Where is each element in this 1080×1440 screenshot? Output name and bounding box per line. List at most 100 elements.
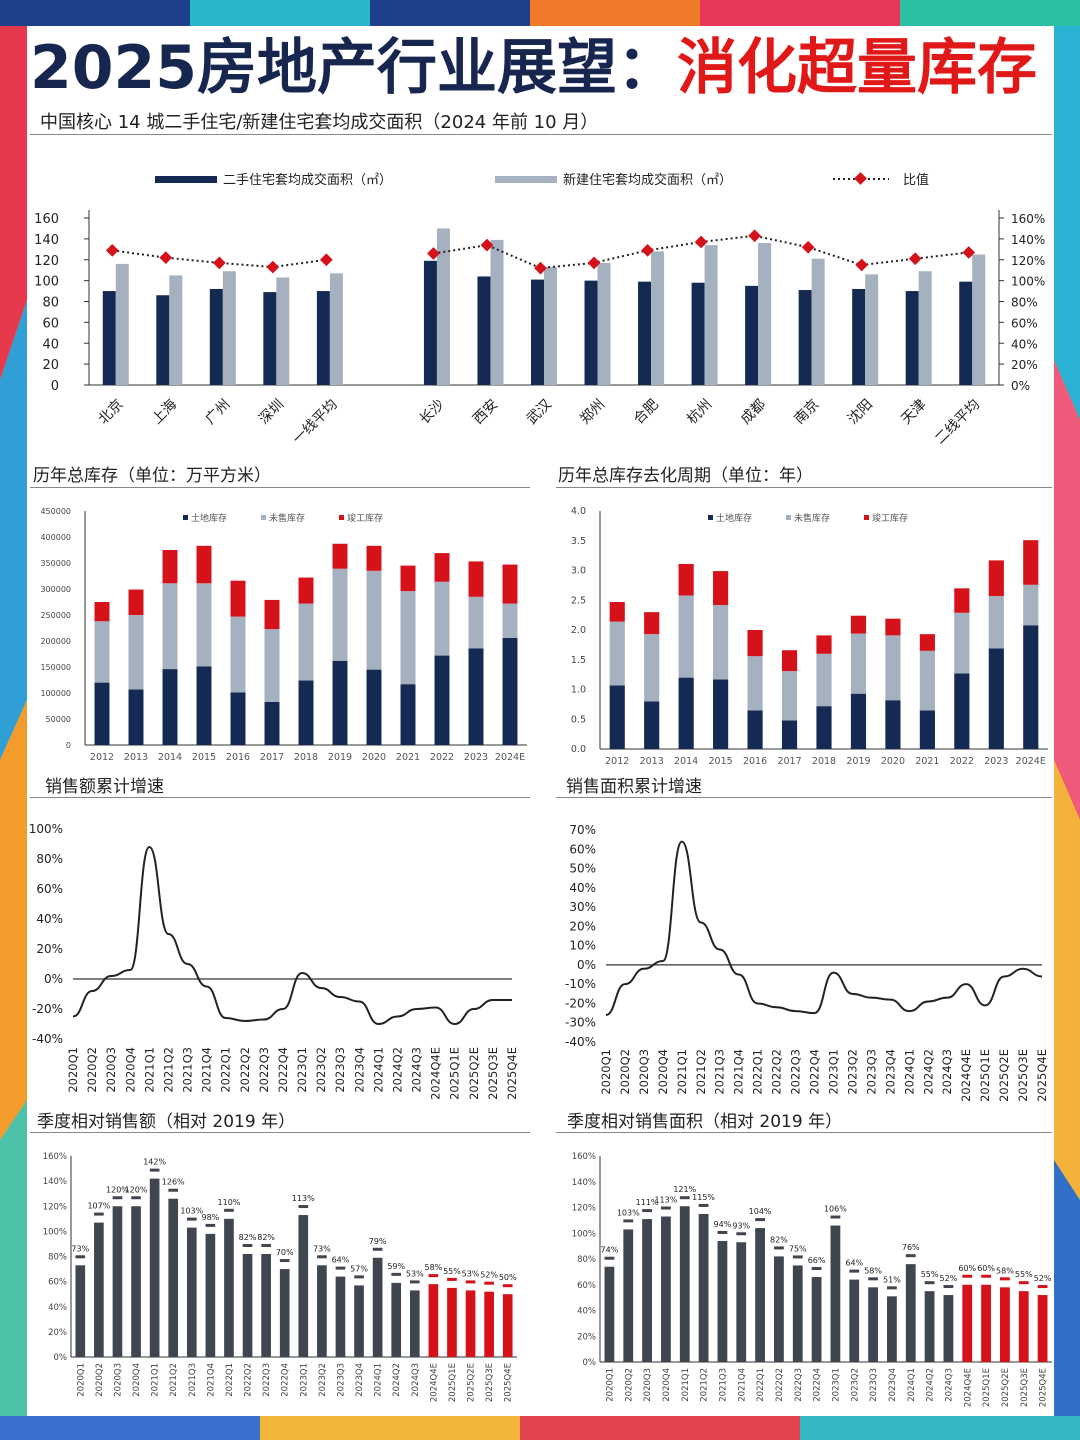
x-tick-label: 2025Q2E <box>467 1363 477 1402</box>
bar-segment <box>885 618 901 636</box>
bar <box>112 1206 123 1357</box>
x-tick-label: 2013 <box>640 756 664 767</box>
x-tick-label: 2025Q3E <box>1016 1049 1030 1102</box>
y-tick-label: 0% <box>577 958 596 972</box>
bar-segment <box>468 561 484 597</box>
x-tick-label: 2022Q3 <box>257 1047 271 1093</box>
bar-cap <box>887 1286 897 1290</box>
legend-label: 未售库存 <box>794 512 830 524</box>
x-tick-label: 2024Q1 <box>902 1049 916 1095</box>
bar-cap <box>830 1215 841 1219</box>
x-tick-label: 2021Q3 <box>713 1049 727 1095</box>
bar <box>1000 1287 1010 1362</box>
sales-amount-growth-title: 销售额累计增速 <box>45 777 164 797</box>
data-label: 82% <box>257 1233 275 1242</box>
area-chart-title: 中国核心 14 城二手住宅/新建住宅套均成交面积（2024 年前 10 月） <box>40 112 599 133</box>
x-tick-label: 2022Q2 <box>775 1368 785 1402</box>
bar-new <box>865 274 879 385</box>
legend-swatch <box>708 515 713 520</box>
bar-segment <box>1023 540 1039 585</box>
data-label: 52% <box>1034 1274 1052 1283</box>
bar-segment <box>400 684 416 745</box>
bar-cap <box>409 1280 420 1284</box>
page-title: 2025房地产行业展望：消化超量库存 <box>30 32 1037 104</box>
inventory-stacked-chart: 0 50000 100000 150000 200000 250000 300000 3500… <box>40 507 527 763</box>
bar-resale <box>905 291 919 385</box>
x-tick-label: 2020 <box>362 752 386 763</box>
x-tick-label: 合肥 <box>631 397 662 428</box>
y-tick-label: 100000 <box>40 689 71 698</box>
bar-segment <box>678 563 694 596</box>
y-tick-label-right: 140% <box>1011 233 1045 247</box>
x-tick-label: 2023Q3 <box>864 1049 878 1095</box>
bar-segment <box>988 648 1004 749</box>
y-tick-label: 450000 <box>40 507 71 516</box>
bar-new <box>704 245 718 385</box>
data-label: 94% <box>714 1220 732 1229</box>
bar-new <box>276 277 290 385</box>
y-tick-label: 0.0 <box>571 744 586 755</box>
x-tick-label: 2024Q1 <box>371 1047 385 1093</box>
title-highlight: 消化超量库存 <box>677 33 1037 103</box>
bar-cap <box>131 1196 141 1200</box>
ratio-marker <box>908 252 922 266</box>
bar-segment <box>850 693 867 749</box>
x-tick-label: 2022Q1 <box>756 1368 766 1402</box>
x-tick-label: 2020Q4 <box>656 1049 670 1095</box>
y-tick-label: -40% <box>32 1032 63 1046</box>
data-label: 55% <box>443 1267 461 1276</box>
data-label: 57% <box>350 1264 368 1273</box>
x-tick-label: 2025Q1E <box>448 1047 462 1100</box>
bar-resale <box>691 282 705 385</box>
y-tick-label: 400000 <box>40 533 71 542</box>
x-tick-label: 2022Q1 <box>751 1049 765 1095</box>
y-tick-label: 0% <box>44 972 63 986</box>
y-tick-label-right: 40% <box>1011 337 1038 351</box>
bar-segment <box>954 673 970 749</box>
data-label: 113% <box>292 1194 315 1203</box>
bar <box>94 1222 104 1357</box>
bar-segment <box>678 595 694 678</box>
bar <box>261 1253 271 1357</box>
bar <box>868 1287 878 1362</box>
x-tick-label: 2025Q3E <box>485 1363 495 1402</box>
x-tick-label: 2021Q4 <box>206 1363 216 1397</box>
bar-segment <box>713 571 729 606</box>
y-tick-label: 20 <box>42 358 59 373</box>
data-label: 126% <box>162 1178 185 1187</box>
y-tick-label: 350000 <box>40 559 71 568</box>
bar <box>428 1284 439 1357</box>
x-tick-label: 2023Q2 <box>314 1047 328 1093</box>
ratio-marker <box>212 256 226 270</box>
x-tick-label: 广州 <box>203 397 234 428</box>
bar-segment <box>366 669 382 745</box>
bar-segment <box>332 568 348 661</box>
y-tick-label: 0 <box>66 741 71 750</box>
x-tick-label: 成都 <box>738 397 769 428</box>
bar-cap <box>604 1256 615 1260</box>
bar-cap <box>168 1188 179 1192</box>
x-tick-label: 2021Q1 <box>675 1049 689 1095</box>
bar <box>149 1178 160 1357</box>
data-label: 121% <box>673 1185 696 1194</box>
x-tick-label: 2020Q4 <box>662 1368 672 1402</box>
x-tick-label: 天津 <box>898 397 929 428</box>
bar <box>335 1276 346 1357</box>
x-tick-label: 杭州 <box>684 397 715 428</box>
bar-cap <box>679 1196 690 1200</box>
x-tick-label: 2021Q3 <box>181 1047 195 1093</box>
bar <box>623 1229 634 1362</box>
legend-swatch-new <box>495 176 557 183</box>
bar-cap <box>905 1254 916 1258</box>
y-tick-label: 80 <box>42 296 59 311</box>
bar-segment <box>885 700 901 749</box>
y-tick-label: 40% <box>577 1307 596 1317</box>
bar-segment <box>94 682 110 745</box>
bar-segment <box>816 635 832 654</box>
bar-cap <box>484 1281 494 1285</box>
y-tick-label: 20% <box>36 942 63 956</box>
bar <box>186 1227 197 1357</box>
x-tick-label: 2024Q4E <box>429 1047 443 1100</box>
x-tick-label: 2021Q4 <box>737 1368 747 1402</box>
y-tick-label: 20% <box>577 1332 596 1342</box>
